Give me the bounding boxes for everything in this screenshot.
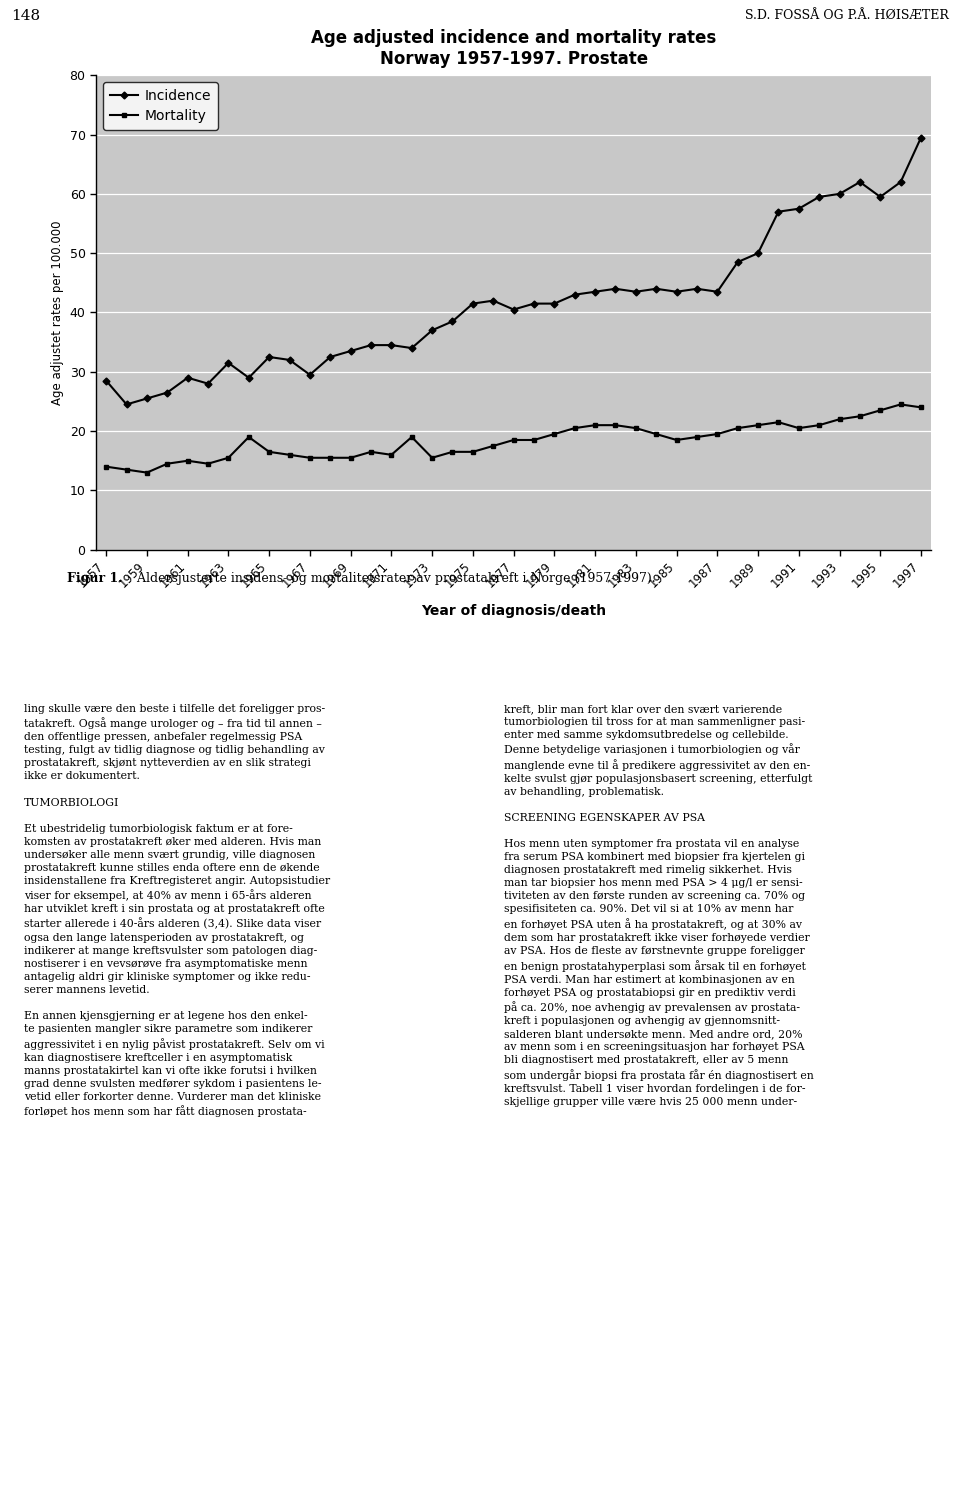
Text: kreft, blir man fort klar over den svært varierende
tumorbiologien til tross for: kreft, blir man fort klar over den svært…: [504, 703, 814, 1107]
Mortality: [181, 452, 193, 470]
Incidence: [732, 253, 743, 271]
Mortality: [548, 425, 560, 443]
Incidence: [426, 321, 438, 339]
Mortality: [834, 410, 846, 428]
Text: 148: 148: [12, 9, 40, 23]
Incidence: [263, 348, 275, 366]
Mortality: [854, 407, 866, 425]
Incidence: [468, 295, 479, 313]
Incidence: [101, 372, 112, 390]
Mortality: [915, 399, 926, 417]
Incidence: [365, 336, 376, 354]
Incidence: [569, 286, 581, 304]
Mortality: [671, 431, 683, 449]
Mortality: [223, 449, 234, 467]
Mortality: [732, 419, 743, 437]
Mortality: [446, 443, 458, 461]
Mortality: [141, 464, 153, 482]
Mortality: [793, 419, 804, 437]
Incidence: [753, 244, 764, 262]
Incidence: [284, 351, 296, 369]
Mortality: [203, 455, 214, 473]
X-axis label: Year of diagnosis/death: Year of diagnosis/death: [421, 604, 606, 619]
Incidence: [773, 203, 784, 221]
Incidence: [324, 348, 336, 366]
Mortality: [651, 425, 662, 443]
Mortality: [468, 443, 479, 461]
Incidence: [203, 375, 214, 393]
Incidence: [610, 280, 621, 298]
Y-axis label: Age adjustet rates per 100.000: Age adjustet rates per 100.000: [51, 220, 64, 405]
Incidence: [671, 283, 683, 301]
Mortality: [711, 425, 723, 443]
Mortality: [304, 449, 316, 467]
Incidence: [895, 173, 906, 191]
Mortality: [610, 416, 621, 434]
Incidence: [793, 200, 804, 218]
Mortality: [365, 443, 376, 461]
Incidence: [691, 280, 703, 298]
Incidence: [589, 283, 601, 301]
Incidence: [243, 369, 254, 387]
Mortality: [263, 443, 275, 461]
Incidence: [915, 128, 926, 146]
Title: Age adjusted incidence and mortality rates
Norway 1957-1997. Prostate: Age adjusted incidence and mortality rat…: [311, 30, 716, 68]
Mortality: [488, 437, 499, 455]
Incidence: [834, 185, 846, 203]
Mortality: [875, 401, 886, 419]
Mortality: [345, 449, 356, 467]
Mortality: [101, 458, 112, 476]
Incidence: [875, 188, 886, 206]
Incidence: [711, 283, 723, 301]
Mortality: [161, 455, 173, 473]
Incidence: [141, 390, 153, 408]
Incidence: [345, 342, 356, 360]
Text: ling skulle være den beste i tilfelle det foreligger pros-
tatakreft. Også mange: ling skulle være den beste i tilfelle de…: [24, 703, 330, 1117]
Mortality: [691, 428, 703, 446]
Incidence: [121, 396, 132, 414]
Text: Aldersjusterte insidens- og mortalitetsrater av prostatakreft i Norge (1957-1997: Aldersjusterte insidens- og mortalitetsr…: [130, 572, 656, 584]
Legend: Incidence, Mortality: Incidence, Mortality: [103, 83, 218, 130]
Incidence: [630, 283, 641, 301]
Incidence: [161, 384, 173, 402]
Incidence: [854, 173, 866, 191]
Mortality: [753, 416, 764, 434]
Incidence: [406, 339, 418, 357]
Incidence: [488, 292, 499, 310]
Mortality: [386, 446, 397, 464]
Mortality: [895, 396, 906, 414]
Mortality: [324, 449, 336, 467]
Incidence: [181, 369, 193, 387]
Incidence: [386, 336, 397, 354]
Mortality: [589, 416, 601, 434]
Mortality: [508, 431, 519, 449]
Incidence: [651, 280, 662, 298]
Mortality: [406, 428, 418, 446]
Text: Figur 1.: Figur 1.: [67, 572, 123, 584]
Incidence: [813, 188, 825, 206]
Incidence: [548, 295, 560, 313]
Line: Incidence: Incidence: [104, 136, 924, 407]
Incidence: [223, 354, 234, 372]
Text: S.D. FOSSÅ OG P.Å. HØISÆTER: S.D. FOSSÅ OG P.Å. HØISÆTER: [745, 11, 948, 23]
Mortality: [426, 449, 438, 467]
Line: Mortality: Mortality: [104, 402, 924, 474]
Incidence: [528, 295, 540, 313]
Incidence: [508, 301, 519, 319]
Mortality: [773, 413, 784, 431]
Mortality: [813, 416, 825, 434]
Incidence: [446, 312, 458, 330]
Incidence: [304, 366, 316, 384]
Mortality: [569, 419, 581, 437]
Mortality: [528, 431, 540, 449]
Mortality: [243, 428, 254, 446]
Mortality: [630, 419, 641, 437]
Mortality: [121, 461, 132, 479]
Mortality: [284, 446, 296, 464]
